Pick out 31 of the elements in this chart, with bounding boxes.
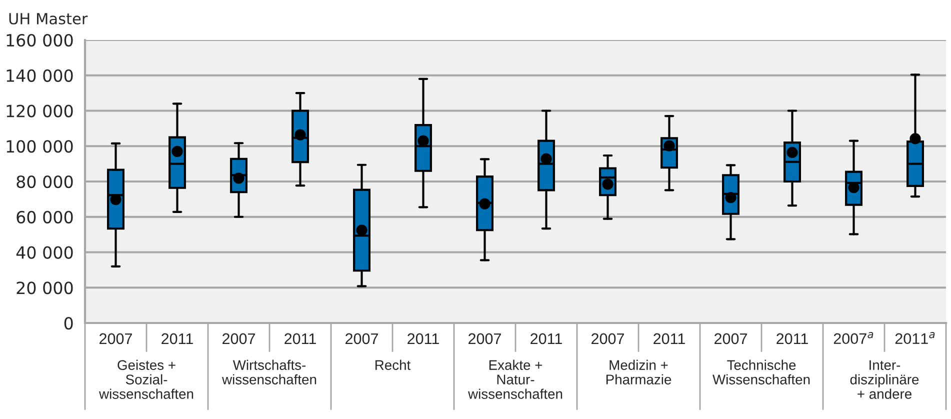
x-tick-label: 2007 xyxy=(100,333,132,344)
y-tick-label: 20 000 xyxy=(16,282,73,294)
x-tick-label: 2011 xyxy=(162,333,193,344)
x-tick-label: 2011 xyxy=(530,333,562,344)
y-tick-label: 0 xyxy=(64,316,73,330)
y-tick-label: 40 000 xyxy=(16,246,73,259)
x-tick-label: 2007 xyxy=(592,333,624,344)
x-tick-label: 2007 xyxy=(714,333,747,344)
text: Exakte + Natur- wissenschaften xyxy=(468,360,562,399)
y-tick-label: 160 000 xyxy=(6,34,73,47)
y-tick-label: 100 000 xyxy=(6,140,73,153)
y-tick-label: 60 000 xyxy=(16,210,73,224)
y-tick-label: 120 000 xyxy=(6,104,73,118)
text: Medizin + Pharmazie xyxy=(606,360,672,384)
x-tick-label: 2011 xyxy=(284,333,316,344)
y-axis-title: UH Master xyxy=(9,13,88,24)
text: Inter- disziplinäre + andere xyxy=(850,360,919,399)
x-tick-label: 2007 xyxy=(468,333,501,344)
text: Geistes + Sozial- wissenschaften xyxy=(99,360,194,399)
x-tick-label: 2007 xyxy=(346,333,378,344)
x-tick-label: 2007 xyxy=(222,333,255,344)
y-tick-label: 80 000 xyxy=(16,175,73,188)
text: Wirtschafts- wissenschaften xyxy=(222,360,316,384)
x-tick-label: 2011 xyxy=(654,333,685,344)
text: Recht xyxy=(376,360,411,370)
x-tick-label: 2011$^{a}$ xyxy=(895,332,935,344)
x-tick-label: 2007$^{a}$ xyxy=(834,332,874,344)
text: Technische Wissenschaften xyxy=(712,360,810,384)
x-tick-label: 2011 xyxy=(776,333,808,344)
y-tick-label: 140 000 xyxy=(6,69,73,82)
x-tick-label: 2011 xyxy=(408,333,439,344)
